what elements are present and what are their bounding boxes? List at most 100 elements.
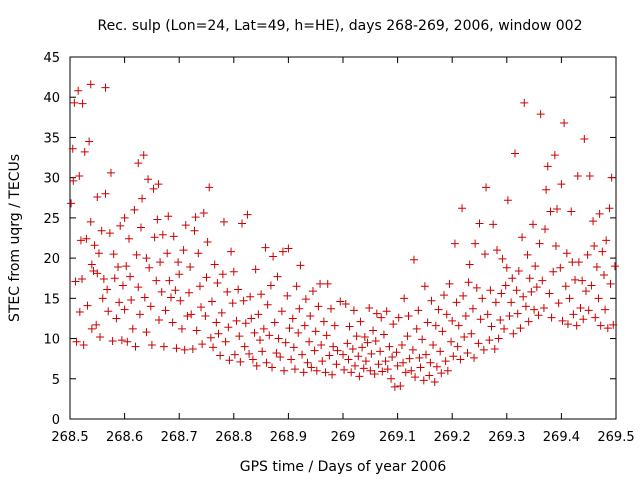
data-point (365, 303, 374, 312)
x-tick-label: 268.9 (270, 430, 307, 445)
y-tick-label: 20 (43, 252, 60, 267)
data-point (474, 339, 483, 348)
data-point (219, 217, 228, 226)
data-point (109, 250, 118, 259)
data-point (161, 306, 170, 315)
data-point (318, 357, 327, 366)
data-point (237, 219, 246, 228)
data-point (501, 281, 510, 290)
data-point (546, 207, 555, 216)
data-point (476, 315, 485, 324)
data-point (445, 279, 454, 288)
y-tick-label: 25 (43, 212, 60, 227)
data-point (486, 286, 495, 295)
data-point (562, 249, 571, 258)
data-point (301, 295, 310, 304)
data-point (496, 316, 505, 325)
data-point (138, 194, 147, 203)
data-point (169, 232, 178, 241)
data-point (262, 358, 271, 367)
data-point (374, 360, 383, 369)
data-point (360, 332, 369, 341)
data-point (185, 288, 194, 297)
data-point (606, 279, 615, 288)
data-point (512, 286, 521, 295)
data-point (174, 258, 183, 267)
data-point (468, 304, 477, 313)
data-point (430, 377, 439, 386)
data-point (246, 292, 255, 301)
data-point (225, 356, 234, 365)
data-point (550, 151, 559, 160)
data-point (449, 352, 458, 361)
data-point (482, 183, 491, 192)
data-point (126, 272, 135, 281)
data-point (491, 298, 500, 307)
data-point (423, 318, 432, 327)
x-axis-title: GPS time / Days of year 2006 (240, 459, 447, 475)
data-point (283, 291, 292, 300)
data-point (281, 338, 290, 347)
data-point (376, 347, 385, 356)
data-point (563, 320, 572, 329)
data-point (90, 241, 99, 250)
data-point (503, 196, 512, 205)
data-point (206, 333, 215, 342)
data-point (294, 328, 303, 337)
data-point (409, 255, 418, 264)
data-point (284, 244, 293, 253)
data-point (535, 239, 544, 248)
data-point (317, 340, 326, 349)
data-point (587, 281, 596, 290)
data-point (347, 368, 356, 377)
data-point (290, 365, 299, 374)
data-point (454, 321, 463, 330)
data-point (236, 357, 245, 366)
data-point (452, 298, 461, 307)
data-point (443, 366, 452, 375)
data-point (372, 309, 381, 318)
data-point (569, 310, 578, 319)
data-point (401, 368, 410, 377)
data-point (175, 270, 184, 279)
data-point (355, 372, 364, 381)
data-point (130, 205, 139, 214)
data-point (359, 364, 368, 373)
data-point (72, 337, 81, 346)
data-point (216, 351, 225, 360)
data-point (323, 279, 332, 288)
data-point (186, 262, 195, 271)
data-point (426, 358, 435, 367)
data-point (289, 343, 298, 352)
data-point (379, 330, 388, 339)
data-point (205, 183, 214, 192)
data-point (87, 324, 96, 333)
y-tick-label: 35 (43, 131, 60, 146)
data-point (351, 361, 360, 370)
data-point (421, 350, 430, 359)
data-point (120, 213, 129, 222)
data-point (441, 357, 450, 366)
data-point (83, 301, 92, 310)
data-point (418, 335, 427, 344)
data-point (149, 184, 158, 193)
data-point (541, 225, 550, 234)
data-point (403, 332, 412, 341)
data-point (136, 223, 145, 232)
data-point (167, 293, 176, 302)
data-point (370, 369, 379, 378)
x-tick-label: 269 (331, 430, 356, 445)
data-point (532, 283, 541, 292)
data-point (299, 368, 308, 377)
data-point (463, 349, 472, 358)
data-point (171, 286, 180, 295)
data-point (525, 274, 534, 283)
data-point (385, 342, 394, 351)
data-point (194, 249, 203, 258)
data-point (157, 287, 166, 296)
data-point (498, 254, 507, 263)
chart-title: Rec. sulp (Lon=24, Lat=49, h=HE), days 2… (98, 18, 583, 34)
data-point (308, 287, 317, 296)
data-point (591, 313, 600, 322)
